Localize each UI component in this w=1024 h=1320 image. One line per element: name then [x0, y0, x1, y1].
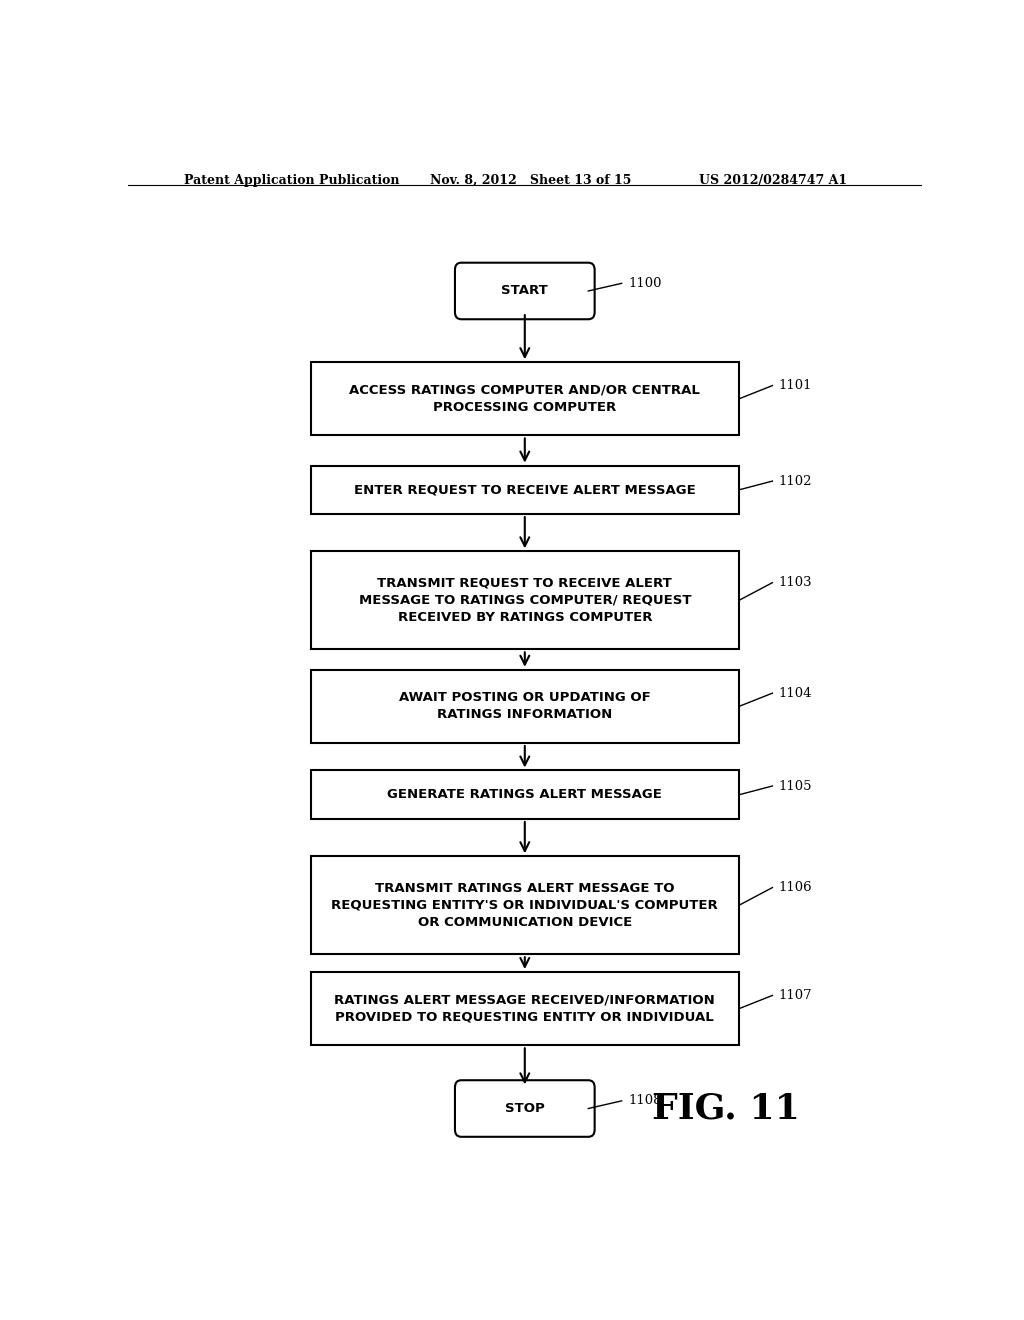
- Text: STOP: STOP: [505, 1102, 545, 1115]
- Bar: [310, 362, 739, 436]
- Bar: [310, 972, 739, 1045]
- Text: Patent Application Publication: Patent Application Publication: [183, 174, 399, 186]
- Bar: [310, 669, 739, 743]
- FancyBboxPatch shape: [455, 1080, 595, 1137]
- Text: AWAIT POSTING OR UPDATING OF
RATINGS INFORMATION: AWAIT POSTING OR UPDATING OF RATINGS INF…: [399, 692, 650, 721]
- FancyBboxPatch shape: [455, 263, 595, 319]
- Text: TRANSMIT RATINGS ALERT MESSAGE TO
REQUESTING ENTITY'S OR INDIVIDUAL'S COMPUTER
O: TRANSMIT RATINGS ALERT MESSAGE TO REQUES…: [332, 882, 718, 929]
- Text: START: START: [502, 285, 548, 297]
- Text: US 2012/0284747 A1: US 2012/0284747 A1: [699, 174, 848, 186]
- Text: 1104: 1104: [779, 686, 812, 700]
- Text: GENERATE RATINGS ALERT MESSAGE: GENERATE RATINGS ALERT MESSAGE: [387, 788, 663, 801]
- Text: ACCESS RATINGS COMPUTER AND/OR CENTRAL
PROCESSING COMPUTER: ACCESS RATINGS COMPUTER AND/OR CENTRAL P…: [349, 384, 700, 413]
- Text: 1107: 1107: [779, 989, 812, 1002]
- Text: 1100: 1100: [628, 277, 662, 290]
- Bar: [310, 466, 739, 513]
- Text: 1105: 1105: [779, 780, 812, 792]
- Text: 1102: 1102: [779, 475, 812, 487]
- Text: 1101: 1101: [779, 379, 812, 392]
- Bar: [310, 771, 739, 818]
- Text: RATINGS ALERT MESSAGE RECEIVED/INFORMATION
PROVIDED TO REQUESTING ENTITY OR INDI: RATINGS ALERT MESSAGE RECEIVED/INFORMATI…: [335, 994, 715, 1023]
- Text: Nov. 8, 2012   Sheet 13 of 15: Nov. 8, 2012 Sheet 13 of 15: [430, 174, 631, 186]
- Text: ENTER REQUEST TO RECEIVE ALERT MESSAGE: ENTER REQUEST TO RECEIVE ALERT MESSAGE: [354, 483, 695, 496]
- Bar: [310, 857, 739, 954]
- Text: 1108: 1108: [628, 1094, 662, 1107]
- Text: 1106: 1106: [779, 880, 812, 894]
- Text: FIG. 11: FIG. 11: [652, 1092, 800, 1126]
- Bar: [310, 552, 739, 649]
- Text: 1103: 1103: [779, 576, 812, 589]
- Text: TRANSMIT REQUEST TO RECEIVE ALERT
MESSAGE TO RATINGS COMPUTER/ REQUEST
RECEIVED : TRANSMIT REQUEST TO RECEIVE ALERT MESSAG…: [358, 577, 691, 624]
